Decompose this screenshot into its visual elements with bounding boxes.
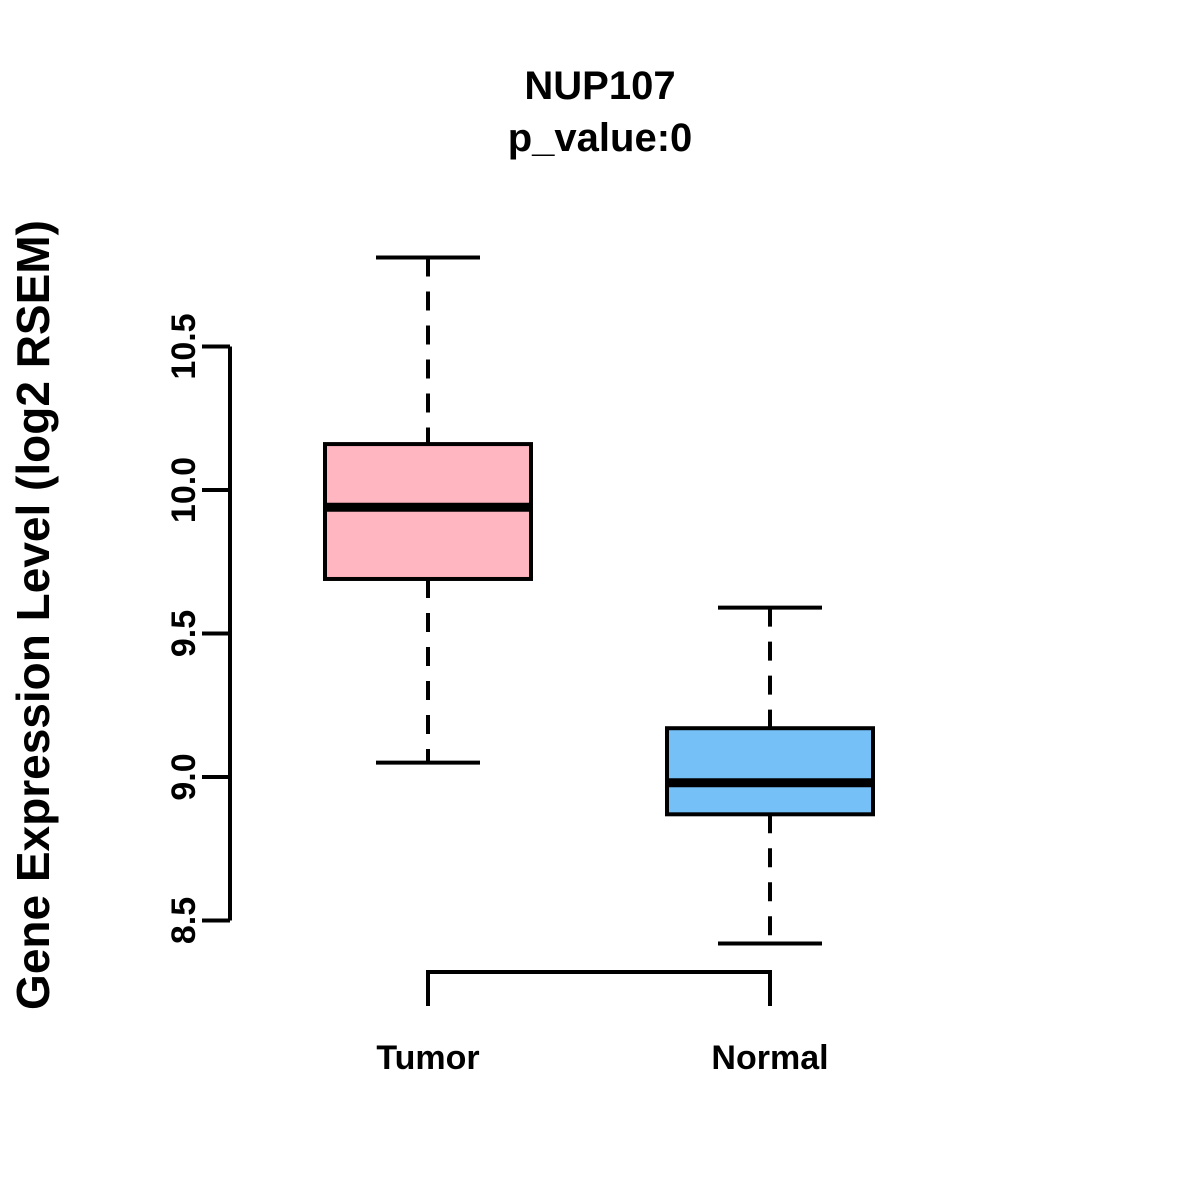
y-axis-tick-label: 10.5 bbox=[165, 313, 203, 379]
chart-title: NUP107 bbox=[524, 64, 676, 108]
title-block: NUP107 p_value:0 bbox=[0, 60, 1200, 164]
chart-subtitle-pvalue: p_value:0 bbox=[507, 116, 693, 160]
x-axis-bracket bbox=[426, 970, 772, 1006]
iqr-box-normal bbox=[665, 726, 875, 817]
y-axis-tick-label: 8.5 bbox=[165, 897, 203, 944]
y-axis-tick-label: 10.0 bbox=[165, 457, 203, 523]
x-tick-label-tumor: Tumor bbox=[376, 1039, 480, 1077]
x-tick-label-normal: Normal bbox=[711, 1039, 829, 1077]
y-axis-tick-label: 9.0 bbox=[165, 753, 203, 800]
y-axis-tick-label: 9.5 bbox=[165, 610, 203, 657]
